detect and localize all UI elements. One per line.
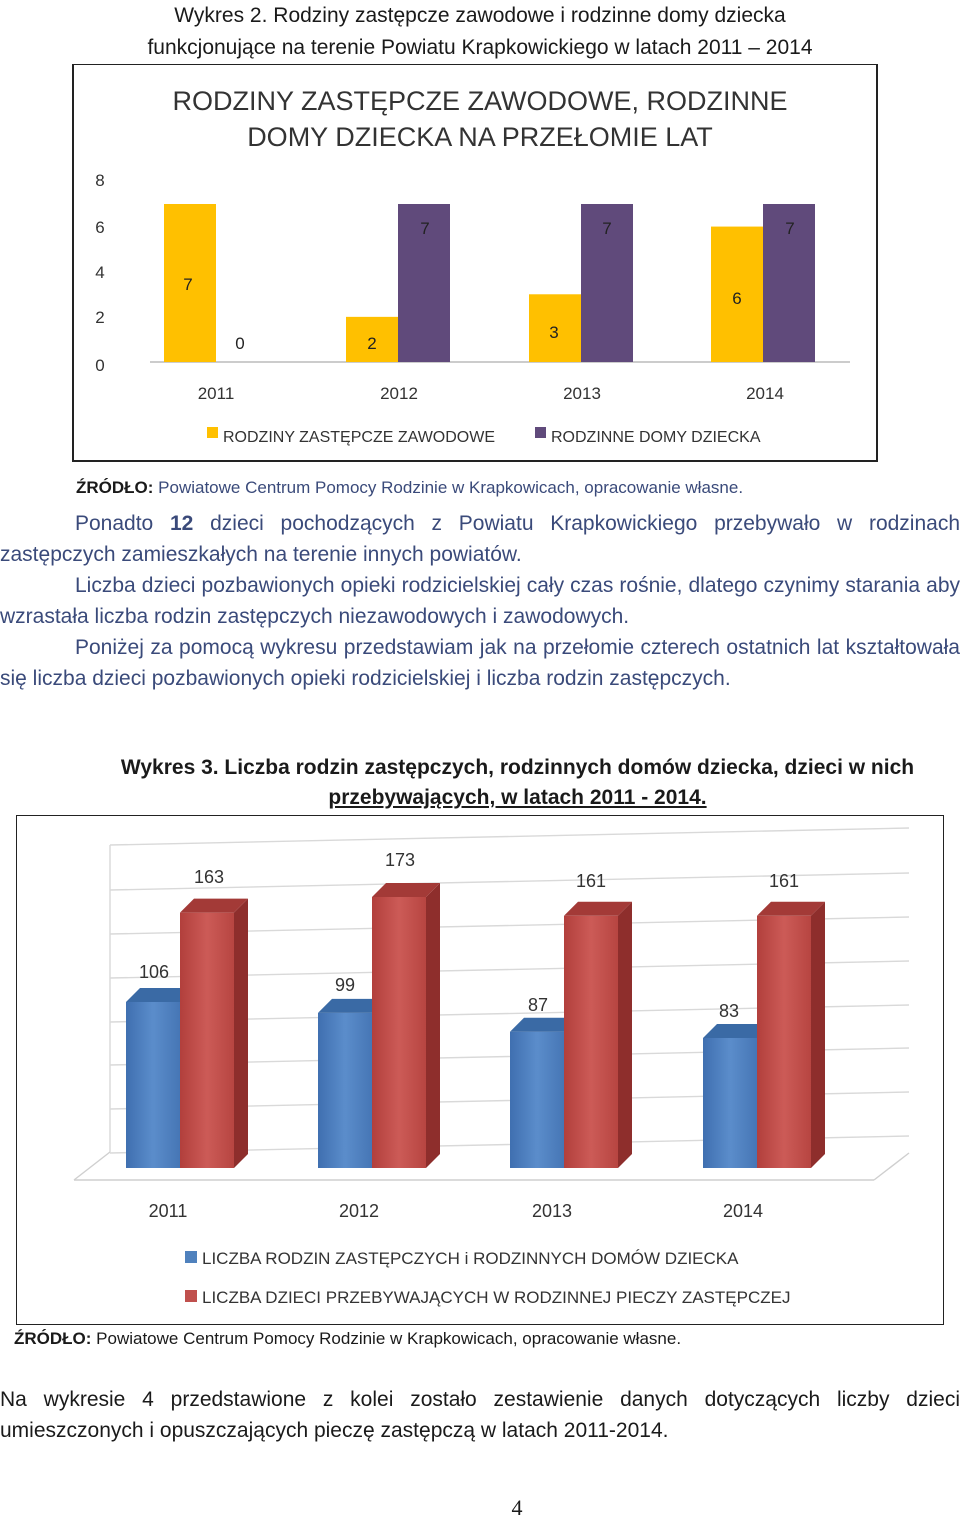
chart2-bar bbox=[711, 226, 763, 362]
chart2-data-label: 7 bbox=[602, 219, 611, 238]
chart3-heading-line2: przebywających, w latach 2011 - 2014. bbox=[328, 786, 707, 809]
chart3-bar bbox=[703, 1037, 757, 1168]
chart3-data-label: 161 bbox=[769, 871, 799, 891]
chart3-bar bbox=[318, 1012, 372, 1168]
chart2-y-tick: 8 bbox=[95, 171, 104, 190]
chart3-data-label: 83 bbox=[719, 1001, 739, 1021]
chart3-x-label: 2013 bbox=[532, 1201, 572, 1221]
chart2-bar bbox=[346, 316, 398, 362]
chart3-frame bbox=[16, 815, 944, 1325]
chart3-legend-swatch bbox=[185, 1290, 197, 1302]
chart2-bar bbox=[398, 204, 450, 362]
chart3-source-text: Powiatowe Centrum Pomocy Rodzinie w Krap… bbox=[91, 1329, 682, 1348]
chart2-x-label: 2012 bbox=[380, 384, 418, 403]
chart3-bar-top bbox=[180, 898, 248, 913]
chart2-x-label: 2011 bbox=[198, 384, 235, 403]
chart2-title-line1: RODZINY ZASTĘPCZE ZAWODOWE, RODZINNE bbox=[172, 86, 787, 116]
chart2-legend-label: RODZINNE DOMY DZIECKA bbox=[551, 429, 761, 446]
chart3-data-label: 173 bbox=[385, 850, 415, 870]
chart3-data-label: 161 bbox=[576, 871, 606, 891]
paragraph-3: Poniżej za pomocą wykresu przedstawiam j… bbox=[0, 636, 960, 690]
paragraph-1-bold: 12 bbox=[170, 512, 194, 535]
chart3-bar-top bbox=[510, 1017, 578, 1032]
chart2-data-label: 3 bbox=[549, 323, 558, 342]
chart3-bar-top bbox=[318, 998, 386, 1013]
chart3-bar bbox=[180, 912, 234, 1168]
chart3-bar-side bbox=[811, 901, 825, 1168]
chart2-title-line2: DOMY DZIECKA NA PRZEŁOMIE LAT bbox=[247, 122, 713, 152]
chart2-y-tick: 2 bbox=[95, 308, 104, 327]
chart3-bar-top bbox=[372, 883, 440, 897]
paragraph-1-end: dzieci pochodzących z Powiatu Krapkowick… bbox=[0, 512, 960, 566]
chart2-data-label: 7 bbox=[785, 219, 794, 238]
chart3-bar-side bbox=[426, 883, 440, 1168]
chart2-data-label: 0 bbox=[235, 334, 244, 353]
paragraph-1-start: Ponadto bbox=[75, 512, 170, 535]
chart2-bar bbox=[164, 204, 216, 362]
chart2-legend-swatch bbox=[535, 427, 546, 438]
chart2-source-text: Powiatowe Centrum Pomocy Rodzinie w Krap… bbox=[153, 478, 744, 497]
chart3-x-label: 2011 bbox=[149, 1201, 188, 1221]
chart3-bar-top bbox=[757, 901, 825, 916]
chart3-svg: 106 163 99 173 87 161 83 161 2011 2012 2013 2014 L… bbox=[73, 827, 910, 1307]
chart2-heading-line2: funkcjonujące na terenie Powiatu Krapkow… bbox=[147, 36, 813, 59]
chart2-bar bbox=[529, 294, 581, 362]
chart3-bar bbox=[564, 915, 618, 1168]
chart2-legend-swatch bbox=[207, 427, 218, 438]
paragraph-1: Ponadto 12 dzieci pochodzących z Powiatu… bbox=[0, 508, 960, 570]
chart2-source: ŹRÓDŁO: Powiatowe Centrum Pomocy Rodzini… bbox=[76, 478, 743, 498]
chart3-bar-side bbox=[234, 898, 248, 1168]
chart2-y-tick: 0 bbox=[95, 356, 104, 375]
page-number: 4 bbox=[511, 1495, 523, 1520]
chart3-bar bbox=[757, 915, 811, 1168]
chart2-y-tick: 4 bbox=[95, 263, 104, 282]
chart2-bar bbox=[763, 204, 815, 362]
chart3-heading-line1: Wykres 3. Liczba rodzin zastępczych, rod… bbox=[120, 756, 915, 779]
chart3-source-label: ŹRÓDŁO: bbox=[14, 1329, 92, 1348]
chart3-legend-label: LICZBA DZIECI PRZEBYWAJĄCYCH W RODZINNEJ… bbox=[202, 1288, 790, 1307]
chart3-bar bbox=[372, 897, 426, 1168]
chart3-bar-top bbox=[564, 901, 632, 916]
chart3-data-label: 87 bbox=[528, 995, 548, 1015]
chart3-x-label: 2014 bbox=[723, 1201, 763, 1221]
chart3-data-label: 106 bbox=[139, 962, 169, 982]
chart3-x-label: 2012 bbox=[339, 1201, 379, 1221]
chart2-data-label: 2 bbox=[367, 334, 376, 353]
chart3-source: ŹRÓDŁO: Powiatowe Centrum Pomocy Rodzini… bbox=[14, 1329, 681, 1349]
paragraph-2: Liczba dzieci pozbawionych opieki rodzic… bbox=[0, 574, 960, 628]
chart2-heading-line1: Wykres 2. Rodziny zastępcze zawodowe i r… bbox=[174, 4, 786, 27]
chart2-frame bbox=[72, 64, 878, 462]
chart3-legend-label: LICZBA RODZIN ZASTĘPCZYCH i RODZINNYCH D… bbox=[202, 1249, 739, 1268]
chart3-bar-top bbox=[703, 1023, 771, 1038]
chart2-bar bbox=[581, 204, 633, 362]
chart2-x-label: 2013 bbox=[563, 384, 601, 403]
chart3-heading: Wykres 3. Liczba rodzin zastępczych, rod… bbox=[90, 753, 945, 813]
chart3-legend-swatch bbox=[185, 1251, 197, 1263]
chart3-bar bbox=[126, 1001, 180, 1168]
chart2-y-tick: 6 bbox=[95, 218, 104, 237]
paragraph-4: Na wykresie 4 przedstawione z kolei zost… bbox=[0, 1388, 960, 1442]
chart2-svg: RODZINY ZASTĘPCZE ZAWODOWE, RODZINNE DOM… bbox=[95, 86, 850, 446]
chart2-x-label: 2014 bbox=[746, 384, 784, 403]
chart2-data-label: 6 bbox=[732, 289, 741, 308]
chart2-legend-label: RODZINY ZASTĘPCZE ZAWODOWE bbox=[223, 429, 495, 446]
chart3-data-label: 99 bbox=[335, 975, 355, 995]
chart3-bar-side bbox=[618, 901, 632, 1168]
chart2-source-label: ŹRÓDŁO: bbox=[76, 478, 154, 497]
chart2-data-label: 7 bbox=[183, 275, 192, 294]
chart3-data-label: 163 bbox=[194, 867, 224, 887]
chart2-data-label: 7 bbox=[420, 219, 429, 238]
chart2-heading: Wykres 2. Rodziny zastępcze zawodowe i r… bbox=[0, 0, 960, 64]
chart3-bar-top bbox=[126, 987, 194, 1002]
chart3-bar bbox=[510, 1031, 564, 1168]
